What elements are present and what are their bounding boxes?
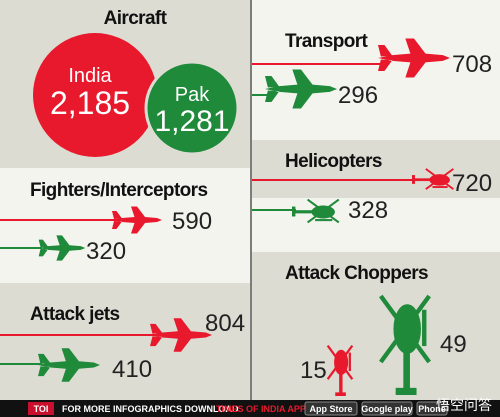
value: 296 [338,82,378,109]
watermark: 悟空问答 [436,397,492,413]
badge[interactable] [304,401,358,416]
section-title: Transport [285,31,368,52]
badge-label: App Store [309,404,352,414]
label: Pak [175,84,210,106]
section-title: Attack jets [30,304,120,325]
value: 15 [300,357,327,384]
value: 410 [112,356,152,383]
value: 2,185 [50,85,130,121]
pak-circle [144,60,240,156]
value: 720 [452,170,492,197]
panel [252,252,500,400]
value: 708 [452,51,492,78]
logo [28,402,54,415]
footer-text: FOR MORE INFOGRAPHICS DOWNLOAD [62,404,239,414]
section-title: Aircraft [104,8,168,29]
badge-label: Google play [361,404,413,414]
india-circle [33,33,157,157]
section-title: Attack Choppers [285,263,428,284]
value: 49 [440,331,467,358]
brand: TOI [34,404,49,414]
footer-app: TIMES OF INDIA APP [216,404,306,414]
badge[interactable] [361,401,413,416]
panel [252,140,500,198]
badge[interactable] [416,401,448,416]
value: 590 [172,208,212,235]
value: 320 [86,238,126,265]
section-title: Fighters/Interceptors [30,180,207,201]
value: 328 [348,197,388,224]
value: 804 [205,310,245,337]
section-title: Helicopters [285,151,382,172]
panel [0,283,250,400]
label: India [68,65,112,87]
value: 1,281 [154,105,229,138]
badge-label: Phone [418,404,446,414]
